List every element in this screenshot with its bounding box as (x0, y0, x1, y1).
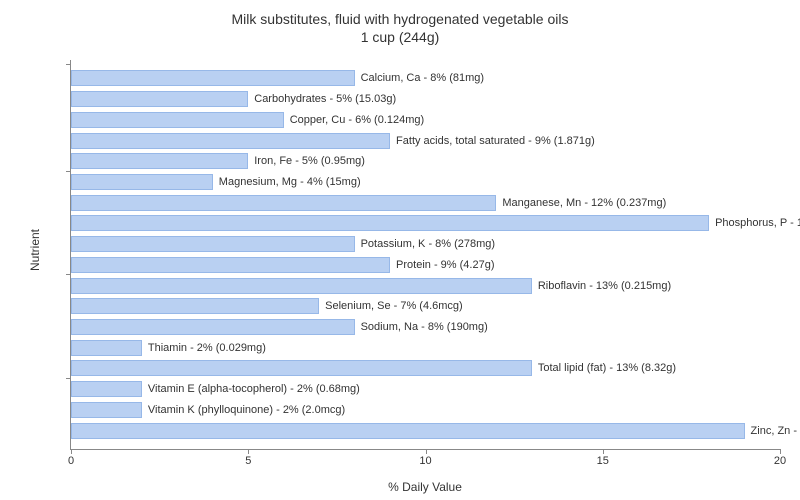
x-tick-label: 15 (597, 455, 609, 467)
bar-label: Total lipid (fat) - 13% (8.32g) (532, 359, 676, 377)
bar-label: Zinc, Zn - 19% (2.88mg) (745, 422, 800, 440)
bar-label: Iron, Fe - 5% (0.95mg) (248, 152, 365, 170)
bar-row: Copper, Cu - 6% (0.124mg) (71, 111, 780, 129)
bar-row: Carbohydrates - 5% (15.03g) (71, 90, 780, 108)
x-tick-mark (248, 449, 249, 454)
bar-label: Sodium, Na - 8% (190mg) (355, 318, 488, 336)
x-tick-mark (780, 449, 781, 454)
bar-row: Calcium, Ca - 8% (81mg) (71, 69, 780, 87)
bar-row: Manganese, Mn - 12% (0.237mg) (71, 194, 780, 212)
bar-label: Vitamin E (alpha-tocopherol) - 2% (0.68m… (142, 380, 360, 398)
nutrient-bar (71, 91, 248, 107)
bar-row: Riboflavin - 13% (0.215mg) (71, 277, 780, 295)
nutrient-bar (71, 70, 355, 86)
bar-row: Phosphorus, P - 18% (181mg) (71, 214, 780, 232)
nutrient-bar (71, 153, 248, 169)
nutrient-bar (71, 298, 319, 314)
nutrient-bar (71, 215, 709, 231)
bar-label: Thiamin - 2% (0.029mg) (142, 339, 266, 357)
nutrient-bar (71, 133, 390, 149)
bar-row: Fatty acids, total saturated - 9% (1.871… (71, 132, 780, 150)
bar-label: Manganese, Mn - 12% (0.237mg) (496, 194, 666, 212)
bar-label: Carbohydrates - 5% (15.03g) (248, 90, 396, 108)
nutrient-bar (71, 236, 355, 252)
bar-row: Vitamin E (alpha-tocopherol) - 2% (0.68m… (71, 380, 780, 398)
y-tick (66, 64, 71, 65)
bar-row: Vitamin K (phylloquinone) - 2% (2.0mcg) (71, 401, 780, 419)
x-tick-label: 10 (419, 455, 431, 467)
x-tick-label: 20 (774, 455, 786, 467)
bar-label: Protein - 9% (4.27g) (390, 256, 494, 274)
bar-row: Zinc, Zn - 19% (2.88mg) (71, 422, 780, 440)
nutrient-bar (71, 360, 532, 376)
bar-label: Fatty acids, total saturated - 9% (1.871… (390, 132, 595, 150)
bar-row: Sodium, Na - 8% (190mg) (71, 318, 780, 336)
bar-label: Copper, Cu - 6% (0.124mg) (284, 111, 425, 129)
nutrient-bar (71, 423, 745, 439)
chart-container: Milk substitutes, fluid with hydrogenate… (0, 0, 800, 500)
bar-label: Selenium, Se - 7% (4.6mcg) (319, 297, 463, 315)
nutrient-bar (71, 112, 284, 128)
bar-label: Vitamin K (phylloquinone) - 2% (2.0mcg) (142, 401, 345, 419)
nutrient-bar (71, 340, 142, 356)
bar-row: Iron, Fe - 5% (0.95mg) (71, 152, 780, 170)
chart-title: Milk substitutes, fluid with hydrogenate… (0, 10, 800, 46)
bar-row: Selenium, Se - 7% (4.6mcg) (71, 297, 780, 315)
x-tick-mark (603, 449, 604, 454)
bar-row: Protein - 9% (4.27g) (71, 256, 780, 274)
bar-row: Thiamin - 2% (0.029mg) (71, 339, 780, 357)
x-tick-label: 0 (68, 455, 74, 467)
bar-label: Potassium, K - 8% (278mg) (355, 235, 496, 253)
x-tick-mark (71, 449, 72, 454)
title-line-1: Milk substitutes, fluid with hydrogenate… (232, 11, 569, 27)
bar-row: Magnesium, Mg - 4% (15mg) (71, 173, 780, 191)
nutrient-bar (71, 195, 496, 211)
title-line-2: 1 cup (244g) (361, 29, 440, 45)
bar-row: Potassium, K - 8% (278mg) (71, 235, 780, 253)
y-axis-label: Nutrient (28, 229, 42, 271)
nutrient-bar (71, 402, 142, 418)
y-tick (66, 171, 71, 172)
bar-label: Riboflavin - 13% (0.215mg) (532, 277, 671, 295)
x-tick-mark (426, 449, 427, 454)
nutrient-bar (71, 381, 142, 397)
bar-label: Phosphorus, P - 18% (181mg) (709, 214, 800, 232)
nutrient-bar (71, 174, 213, 190)
y-tick (66, 274, 71, 275)
bar-label: Calcium, Ca - 8% (81mg) (355, 69, 484, 87)
x-axis-label: % Daily Value (70, 480, 780, 494)
plot-area: Calcium, Ca - 8% (81mg) Carbohydrates - 5… (70, 60, 780, 450)
bar-label: Magnesium, Mg - 4% (15mg) (213, 173, 361, 191)
nutrient-bar (71, 278, 532, 294)
y-tick (66, 378, 71, 379)
nutrient-bar (71, 319, 355, 335)
bar-row: Total lipid (fat) - 13% (8.32g) (71, 359, 780, 377)
x-tick-label: 5 (245, 455, 251, 467)
nutrient-bar (71, 257, 390, 273)
